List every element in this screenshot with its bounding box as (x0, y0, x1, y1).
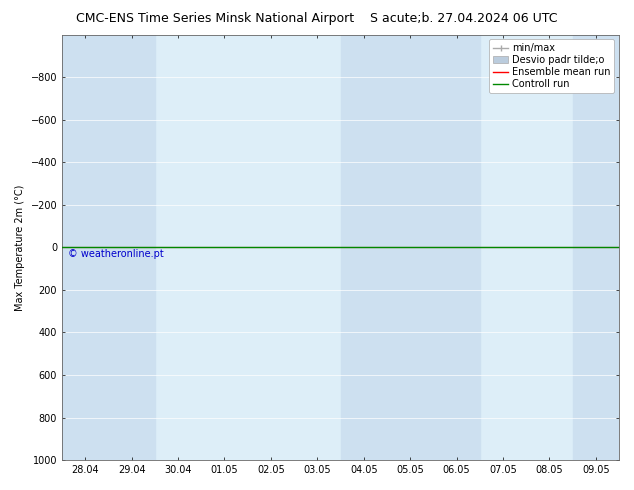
Bar (340, 35, 387, 460)
Bar (573, 35, 619, 460)
Legend: min/max, Desvio padr tilde;o, Ensemble mean run, Controll run: min/max, Desvio padr tilde;o, Ensemble m… (489, 40, 614, 93)
Text: S acute;b. 27.04.2024 06 UTC: S acute;b. 27.04.2024 06 UTC (370, 12, 558, 25)
Text: © weatheronline.pt: © weatheronline.pt (68, 249, 164, 260)
Y-axis label: Max Temperature 2m (°C): Max Temperature 2m (°C) (15, 184, 25, 311)
Bar (108, 35, 155, 460)
Bar (387, 35, 434, 460)
Bar (434, 35, 480, 460)
Bar (62, 35, 108, 460)
Text: CMC-ENS Time Series Minsk National Airport: CMC-ENS Time Series Minsk National Airpo… (76, 12, 354, 25)
